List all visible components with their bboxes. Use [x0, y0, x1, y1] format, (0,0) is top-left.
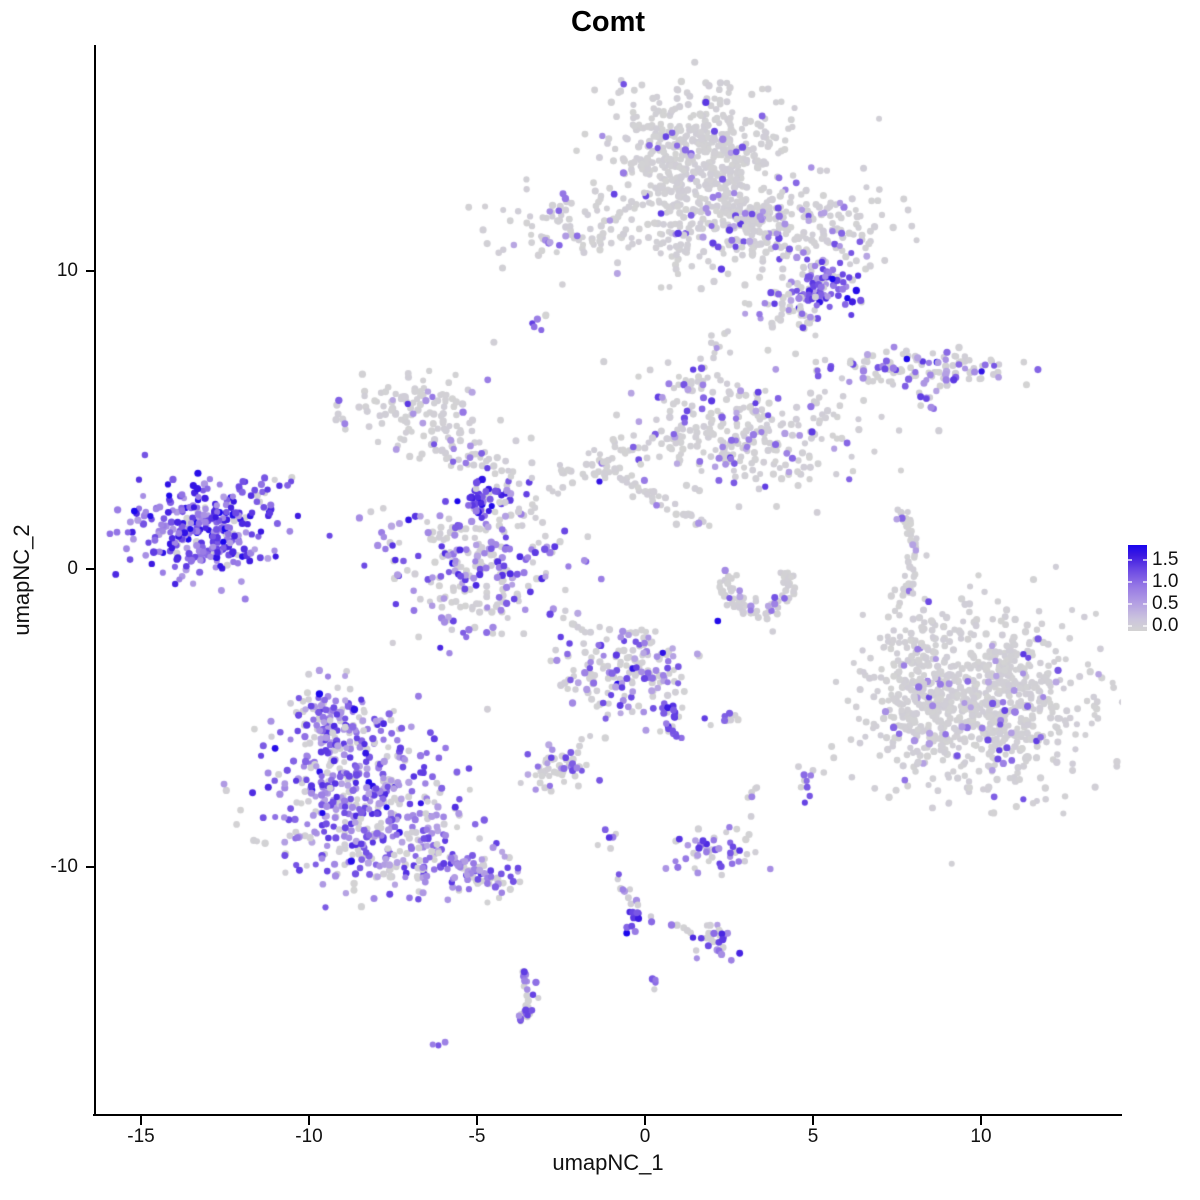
- y-axis-title: umapNC_2: [9, 524, 34, 636]
- x-tick-label: -15: [127, 1126, 155, 1147]
- legend-tick-label: 1.5: [1152, 549, 1179, 570]
- x-tick-mark: [476, 1116, 478, 1125]
- legend-notch: [1128, 625, 1132, 627]
- y-tick-mark: [86, 270, 95, 272]
- legend-notch: [1143, 625, 1147, 627]
- x-tick-label: -5: [468, 1126, 486, 1147]
- legend-notch: [1128, 581, 1132, 583]
- plot-title: Comt: [570, 6, 646, 38]
- y-tick-label: 10: [56, 260, 78, 281]
- legend-tick-label: 0.0: [1152, 615, 1179, 636]
- y-axis-line: [94, 45, 96, 1116]
- x-tick-mark: [308, 1116, 310, 1125]
- x-axis-title: umapNC_1: [552, 1150, 664, 1175]
- legend-notch: [1128, 603, 1132, 605]
- legend-tick-label: 0.5: [1152, 593, 1179, 614]
- x-tick-label: 10: [970, 1126, 992, 1147]
- x-tick-mark: [980, 1116, 982, 1125]
- x-tick-mark: [812, 1116, 814, 1125]
- legend-tick-label: 1.0: [1152, 571, 1179, 592]
- y-tick-mark: [86, 866, 95, 868]
- x-tick-label: 0: [639, 1126, 651, 1147]
- y-tick-mark: [86, 568, 95, 570]
- y-tick-label: 0: [67, 558, 78, 579]
- x-tick-label: -10: [295, 1126, 323, 1147]
- x-tick-label: 5: [807, 1126, 819, 1147]
- legend-gradient-bar: [1128, 545, 1147, 631]
- legend-notch: [1128, 559, 1132, 561]
- x-tick-mark: [644, 1116, 646, 1125]
- legend-notch: [1143, 581, 1147, 583]
- legend-notch: [1143, 603, 1147, 605]
- y-tick-label: -10: [50, 856, 78, 877]
- x-axis-line: [93, 1114, 1122, 1116]
- legend-notch: [1143, 559, 1147, 561]
- x-tick-mark: [140, 1116, 142, 1125]
